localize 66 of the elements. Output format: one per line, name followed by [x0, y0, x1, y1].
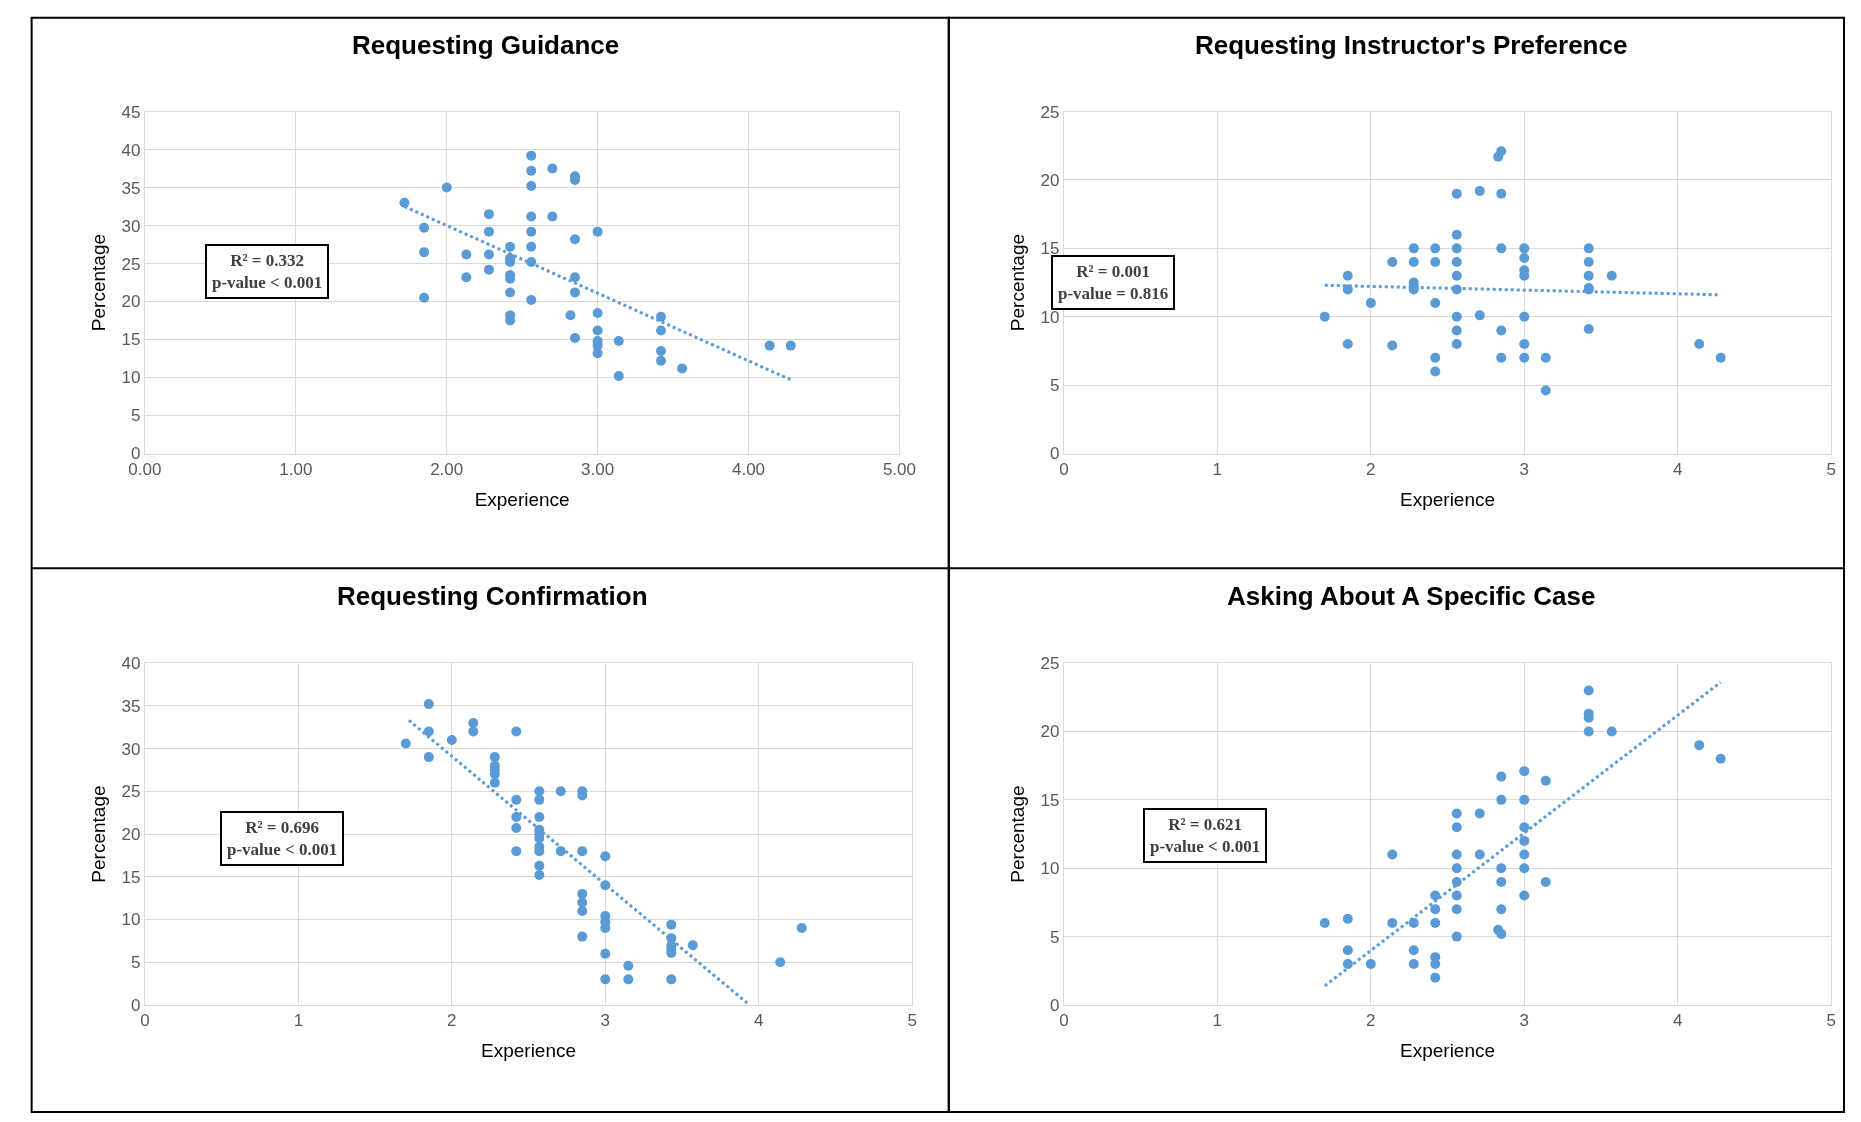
y-tick-label: 25 [1040, 102, 1060, 122]
x-tick-label: 5.00 [882, 459, 916, 479]
y-tick-label: 0 [1050, 995, 1060, 1015]
x-tick-label: 4 [1673, 459, 1683, 479]
x-tick-label: 4 [754, 1011, 764, 1031]
y-tick-label: 40 [121, 140, 141, 160]
x-tick-label: 5 [1826, 1011, 1836, 1031]
x-axis-title: Experience [1400, 488, 1496, 510]
y-tick-label: 35 [121, 696, 141, 716]
y-tick-label: 20 [121, 292, 141, 312]
x-tick-label: 2 [447, 1011, 457, 1031]
y-tick-label: 20 [1040, 722, 1060, 742]
chart-title: Requesting Instructor's Preference [1195, 30, 1628, 60]
x-tick-label: 4 [1673, 1011, 1683, 1031]
annotation: R² = 0.696 p-value < 0.001 [227, 818, 338, 860]
x-tick-label: 5 [1826, 459, 1836, 479]
y-tick-label: 15 [121, 330, 141, 350]
chart-title: Requesting Confirmation [337, 581, 648, 611]
x-axis-title: Experience [474, 488, 570, 510]
y-tick-label: 25 [1040, 654, 1060, 674]
x-tick-label: 4.00 [731, 459, 766, 479]
y-tick-label: 15 [1040, 239, 1060, 259]
annotation: R² = 0.621 p-value < 0.001 [1150, 815, 1261, 857]
y-tick-label: 0 [1050, 444, 1060, 464]
x-tick-label: 3 [600, 1011, 611, 1031]
x-tick-label: 2.00 [430, 459, 464, 479]
chart-title: Asking About A Specific Case [1227, 581, 1596, 611]
y-axis-title: Percentage [88, 233, 110, 332]
chart-title: Requesting Guidance [352, 30, 620, 60]
y-tick-label: 10 [1040, 859, 1060, 879]
annotation: R² = 0.001 p-value = 0.816 [1058, 262, 1169, 304]
x-tick-label: 3 [1519, 459, 1530, 479]
x-tick-label: 1 [1212, 459, 1223, 479]
x-tick-label: 1 [293, 1011, 304, 1031]
y-tick-label: 10 [121, 368, 141, 388]
y-tick-label: 25 [121, 782, 141, 802]
y-tick-label: 10 [1040, 307, 1060, 327]
y-tick-label: 10 [121, 910, 141, 930]
y-tick-label: 5 [131, 953, 141, 973]
y-tick-label: 15 [1040, 790, 1060, 810]
y-tick-label: 45 [121, 102, 141, 122]
y-tick-label: 5 [1050, 927, 1060, 947]
x-tick-label: 5 [907, 1011, 917, 1031]
y-tick-label: 30 [121, 216, 141, 236]
y-tick-label: 40 [121, 654, 141, 674]
y-axis-title: Percentage [1007, 785, 1029, 883]
y-tick-label: 20 [121, 824, 141, 844]
y-axis-title: Percentage [1007, 233, 1029, 332]
y-tick-label: 5 [1050, 376, 1060, 396]
x-axis-title: Experience [481, 1040, 577, 1062]
y-tick-label: 5 [131, 406, 141, 426]
x-tick-label: 3.00 [581, 459, 615, 479]
x-tick-label: 2 [1366, 459, 1376, 479]
x-tick-label: 2 [1366, 1011, 1376, 1031]
y-tick-label: 25 [121, 254, 141, 274]
y-tick-label: 30 [121, 739, 141, 759]
y-tick-label: 15 [121, 867, 141, 887]
y-tick-label: 0 [131, 995, 141, 1015]
y-tick-label: 35 [121, 178, 141, 198]
x-tick-label: 1 [1212, 1011, 1223, 1031]
y-axis-title: Percentage [88, 785, 110, 883]
x-tick-label: 1.00 [279, 459, 313, 479]
y-tick-label: 20 [1040, 170, 1060, 190]
x-tick-label: 3 [1519, 1011, 1530, 1031]
annotation: R² = 0.332 p-value < 0.001 [212, 251, 323, 293]
x-axis-title: Experience [1400, 1040, 1496, 1062]
